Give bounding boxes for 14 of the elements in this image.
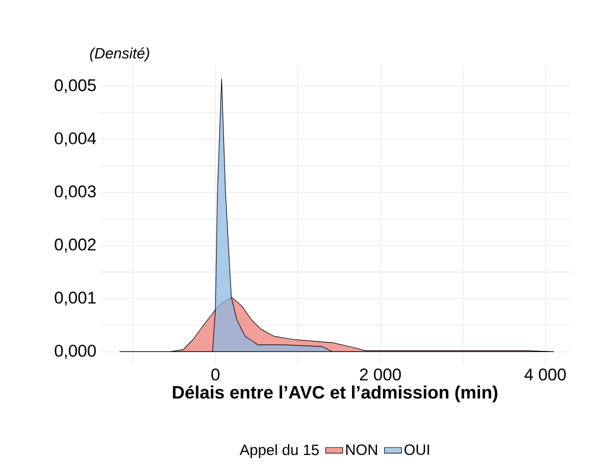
- y-axis-title: (Densité): [90, 47, 150, 62]
- legend-label: NON: [346, 444, 377, 455]
- y-tick-label: 0,000: [54, 344, 96, 359]
- y-tick-label: 0,001: [54, 292, 96, 306]
- legend-title: Appel du 15: [240, 444, 319, 458]
- y-tick-label: 0,003: [54, 185, 96, 200]
- x-tick-label: 4 000: [524, 368, 566, 381]
- y-tick-label: 0,002: [54, 238, 96, 253]
- x-tick-label: 2 000: [360, 368, 401, 381]
- x-tick-label: 0: [211, 368, 220, 381]
- y-tick-label: 0,005: [54, 79, 96, 94]
- x-axis-title: Délais entre l’AVC et l’admission (min): [172, 385, 498, 402]
- legend-label: OUI: [404, 444, 429, 455]
- y-tick-label: 0,004: [54, 132, 96, 146]
